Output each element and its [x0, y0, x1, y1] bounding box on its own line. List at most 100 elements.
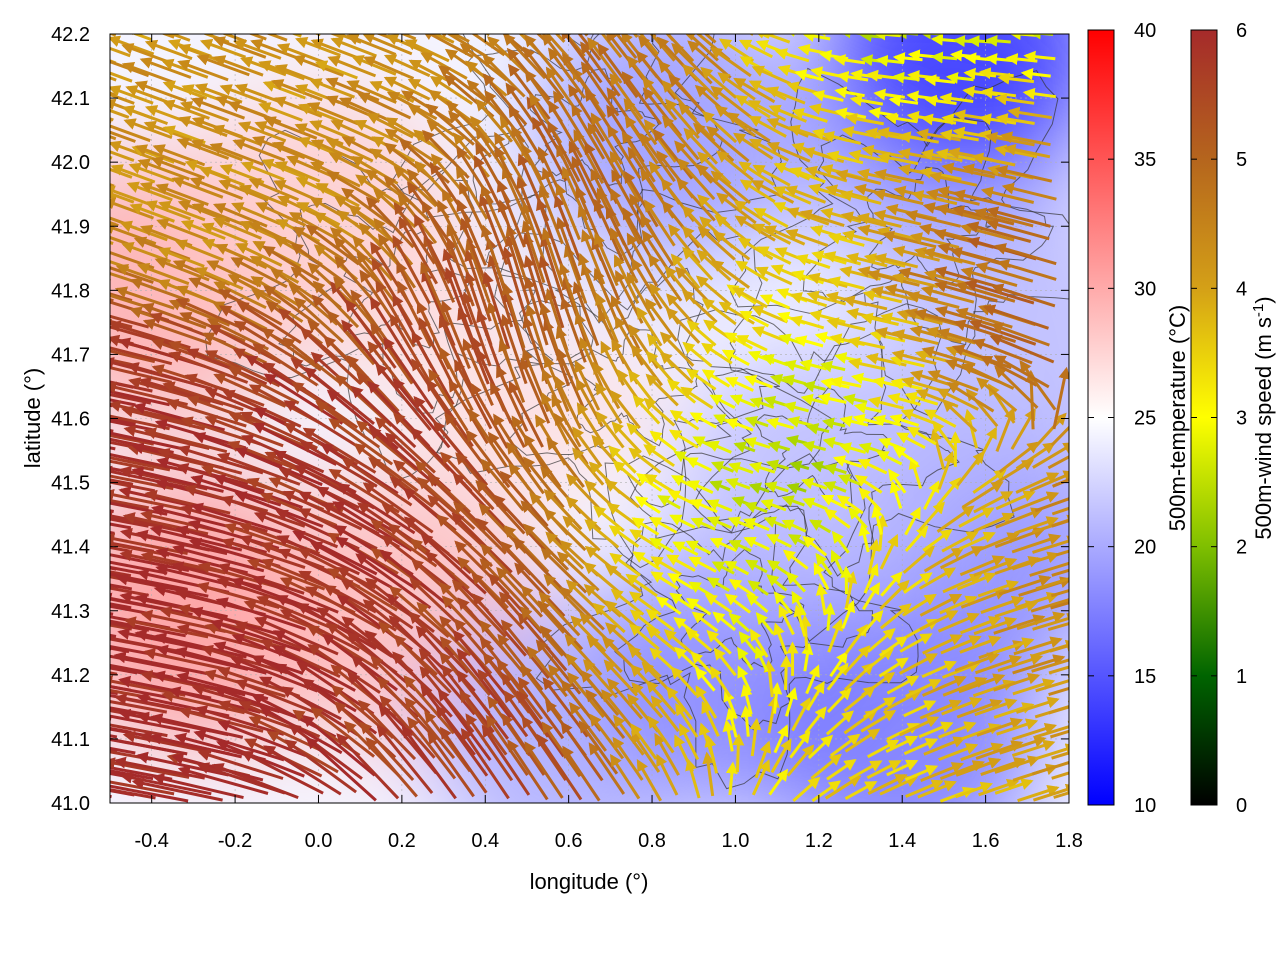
wind-arrow [375, 362, 432, 432]
wind-arrow [479, 620, 526, 676]
wind-arrow [572, 447, 605, 486]
wind-arrow [494, 145, 527, 206]
wind-arrow [357, 92, 412, 120]
wind-arrow [540, 547, 588, 594]
wind-arrow [616, 34, 621, 37]
wind-arrow [110, 636, 187, 655]
wind-arrow [288, 723, 363, 780]
wind-arrow [236, 301, 302, 344]
wind-arrow [179, 101, 230, 122]
wind-arrow [859, 34, 882, 43]
wind-arrow [404, 39, 450, 63]
wind-arrow [250, 276, 302, 308]
wind-arrow [110, 586, 119, 591]
wind-arrow [329, 34, 344, 39]
wind-arrow [110, 466, 133, 475]
y-tick-label: 41.5 [51, 473, 90, 495]
wind-arrow [194, 267, 244, 291]
wind-arrow [456, 198, 487, 266]
wind-arrow [110, 510, 190, 535]
wind-arrow [609, 552, 641, 577]
wind-arrow [314, 60, 358, 80]
wind-arrow [574, 311, 600, 369]
wind-arrow [251, 575, 339, 614]
colorbar-tick-label: 1 [1236, 666, 1247, 688]
wind-arrow [554, 375, 582, 430]
wind-arrow [588, 742, 626, 795]
wind-arrow [376, 724, 434, 795]
wind-arrow [213, 474, 303, 510]
wind-arrow [208, 324, 282, 365]
wind-arrow [572, 281, 600, 347]
wind-arrow [213, 281, 267, 310]
wind-arrow [110, 560, 168, 575]
wind-arrow [439, 726, 488, 794]
wind-arrow [330, 119, 379, 144]
y-tick-label: 41.8 [51, 280, 90, 302]
wind-vectors [110, 34, 1069, 803]
wind-arrow [389, 313, 432, 383]
wind-arrow [353, 443, 419, 493]
temperature-colorbar: 10 15 20 25 30 35 40 500m-temperature (°C) [1087, 20, 1190, 817]
wind-arrow [110, 706, 150, 717]
wind-arrow [110, 647, 112, 651]
wind-arrow [233, 320, 301, 363]
wind-arrow [547, 120, 581, 183]
temperature-colorbar-label: 500m-temperature (°C) [1165, 305, 1190, 531]
wind-arrow [456, 669, 510, 740]
wind-arrow [417, 477, 476, 531]
wind-arrow [370, 322, 414, 385]
wind-arrow [305, 586, 381, 630]
colorbar-tick-label: 20 [1134, 537, 1156, 559]
wind-arrow [510, 125, 543, 181]
x-tick-label: 1.4 [888, 830, 916, 852]
wind-arrow [577, 34, 602, 61]
wind-arrow [327, 55, 377, 78]
wind-arrow [611, 169, 645, 228]
wind-arrow [516, 176, 545, 244]
wind-arrow [465, 238, 491, 303]
wind-arrow [570, 615, 607, 653]
wind-arrow [300, 327, 362, 385]
wind-arrow [221, 537, 306, 570]
wind-arrow [613, 254, 640, 304]
wind-arrow [471, 593, 527, 657]
wind-arrow [131, 34, 152, 41]
wind-arrow [595, 292, 619, 344]
wind-arrow [248, 34, 267, 41]
wind-arrow [607, 678, 644, 720]
wind-arrow [521, 715, 568, 781]
wind-arrow [609, 753, 641, 800]
wind-arrow [591, 237, 621, 301]
wind-arrow [460, 727, 510, 800]
wind-arrow [216, 452, 301, 486]
wind-arrow [470, 382, 509, 449]
wind-arrow [508, 380, 544, 448]
wind-arrow [110, 788, 156, 800]
wind-arrow [143, 427, 228, 454]
x-tick-label: 1.0 [722, 830, 750, 852]
wind-arrow [272, 645, 356, 692]
wind-arrow [110, 150, 135, 162]
wind-arrow [568, 140, 602, 204]
wind-arrow [440, 451, 495, 511]
wind-arrow [930, 34, 960, 46]
wind-arrow [265, 34, 288, 42]
wind-arrow [607, 124, 642, 179]
wind-arrow [135, 529, 228, 556]
wind-arrow [541, 721, 582, 778]
wind-arrow [110, 349, 156, 364]
wind-arrow [177, 765, 269, 795]
wind-arrow [502, 246, 529, 322]
wind-arrow [493, 494, 547, 552]
wind-arrow [435, 704, 489, 777]
wind-arrow [604, 564, 642, 593]
wind-arrow [190, 96, 246, 120]
wind-arrow [543, 508, 587, 552]
wind-arrow [110, 164, 156, 184]
wind-arrow [294, 464, 375, 510]
wind-arrow [199, 166, 245, 187]
wind-arrow [110, 602, 132, 610]
wind-arrow [204, 34, 211, 37]
